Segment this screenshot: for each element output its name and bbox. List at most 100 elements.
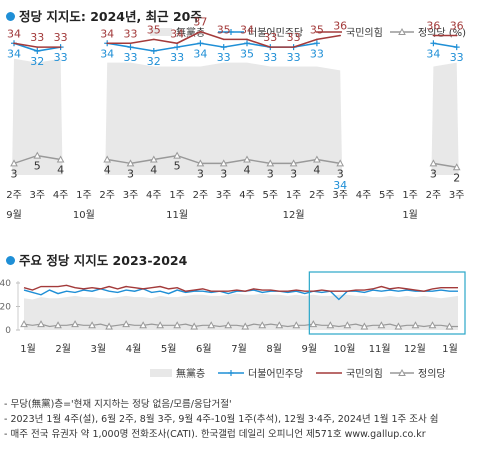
ppp-point — [106, 42, 108, 45]
month-label: 10월 — [73, 209, 95, 221]
justice-point — [275, 321, 284, 329]
x-tick-label: 5주 — [263, 190, 279, 201]
justice-point — [360, 322, 369, 330]
month-label: 5월 — [161, 343, 177, 355]
legend-justice: 정의당 — [418, 368, 446, 380]
justice-point — [445, 322, 454, 330]
legend-justice-marker — [398, 27, 406, 35]
legend-independent-swatch — [150, 28, 172, 36]
dp-data-label: 34 — [333, 179, 347, 192]
y-tick-label: 40 — [0, 279, 11, 289]
independent-area — [105, 62, 343, 175]
justice-point — [224, 321, 233, 329]
ppp-point — [36, 46, 39, 48]
ppp-point — [129, 42, 132, 45]
x-tick-label: 3주 — [30, 190, 46, 201]
month-label: 9월 — [302, 343, 318, 355]
justice-point — [326, 321, 335, 329]
justice-point — [173, 151, 181, 159]
legend-independent: 無黨층 — [176, 26, 205, 39]
dp-data-label: 33 — [124, 51, 138, 64]
justice-point — [219, 159, 228, 167]
justice-point — [313, 155, 321, 163]
justice-point — [289, 159, 298, 167]
ppp-data-label: 35 — [217, 23, 231, 36]
justice-data-label: 3 — [127, 167, 134, 180]
month-label: 10월 — [334, 343, 356, 355]
x-tick-label: 4주 — [239, 190, 255, 201]
independent-area — [24, 293, 458, 330]
x-tick-label: 4주 — [146, 190, 162, 201]
ppp-data-label: 36 — [333, 20, 347, 33]
justice-data-label: 4 — [104, 164, 111, 177]
justice-point — [292, 321, 301, 329]
dp-data-label: 34 — [7, 47, 21, 60]
independent-area — [431, 62, 459, 175]
month-label: 11월 — [369, 343, 391, 355]
ppp-line — [23, 284, 458, 292]
justice-point — [20, 320, 28, 328]
dp-data-label: 33 — [217, 51, 231, 64]
chart1-title: 정당 지지도: 2024년, 최근 20주 — [6, 6, 202, 25]
justice-data-label: 3 — [430, 167, 437, 180]
justice-point — [156, 321, 164, 329]
justice-data-label: 5 — [174, 160, 181, 173]
dp-data-label: 34 — [193, 47, 207, 60]
x-tick-label: 3주 — [123, 190, 139, 201]
dp-data-label: 33 — [310, 47, 324, 60]
justice-point — [105, 322, 113, 330]
x-tick-label: 2주 — [193, 190, 209, 201]
x-tick-label: 2주 — [99, 190, 115, 201]
month-label: 6월 — [196, 343, 212, 355]
dp-data-label: 33 — [170, 51, 184, 64]
footnote-1: - 무당(無黨)층='현재 지지하는 정당 없음/모름/응답거절' — [4, 399, 232, 410]
ppp-data-label: 33 — [54, 31, 68, 44]
ppp-point — [339, 34, 342, 37]
justice-point — [336, 159, 345, 167]
justice-point — [126, 159, 135, 167]
justice-point — [241, 322, 250, 330]
chart2-title: 주요 정당 지지도 2023-2024 — [6, 250, 187, 269]
justice-point — [377, 321, 386, 329]
justice-point — [266, 159, 275, 167]
justice-point — [411, 321, 420, 329]
justice-point — [139, 321, 147, 329]
month-label: 8월 — [266, 343, 282, 355]
x-tick-label: 3주 — [449, 190, 465, 201]
chart2-title-text: 주요 정당 지지도 2023-2024 — [19, 253, 188, 268]
month-label: 3월 — [91, 343, 107, 355]
legend-independent-swatch — [150, 369, 172, 377]
month-label: 11월 — [166, 209, 188, 221]
ppp-point — [246, 38, 248, 41]
x-tick-label: 4주 — [53, 190, 69, 201]
justice-point — [10, 159, 18, 167]
month-label: 1월 — [20, 343, 36, 355]
dp-line — [433, 42, 457, 48]
y-tick-label: 0 — [5, 326, 11, 336]
x-tick-label: 4주 — [356, 190, 372, 201]
x-tick-label: 2주 — [309, 190, 325, 201]
justice-data-label: 3 — [337, 167, 344, 180]
justice-point — [394, 322, 403, 330]
justice-point — [243, 155, 251, 163]
ppp-point — [222, 38, 225, 41]
ppp-point — [432, 34, 435, 37]
month-label: 12월 — [283, 209, 305, 221]
justice-point — [309, 320, 318, 328]
dp-data-label: 33 — [54, 51, 68, 64]
footnotes: - 무당(無黨)층='현재 지지하는 정당 없음/모름/응답거절' - 2023… — [4, 397, 439, 442]
ppp-point — [269, 46, 272, 48]
legend-independent: 無黨층 — [176, 367, 205, 380]
ppp-data-label: 35 — [310, 23, 324, 36]
justice-point — [103, 155, 112, 163]
bullet-icon — [6, 12, 15, 21]
justice-point — [88, 321, 96, 329]
justice-data-label: 4 — [57, 164, 64, 177]
x-tick-label: 1주 — [402, 190, 418, 201]
ppp-data-label: 34 — [100, 27, 114, 40]
justice-point — [207, 321, 216, 329]
x-tick-label: 2주 — [426, 190, 442, 201]
x-tick-label: 5주 — [379, 190, 395, 201]
month-label: 2월 — [55, 343, 71, 355]
